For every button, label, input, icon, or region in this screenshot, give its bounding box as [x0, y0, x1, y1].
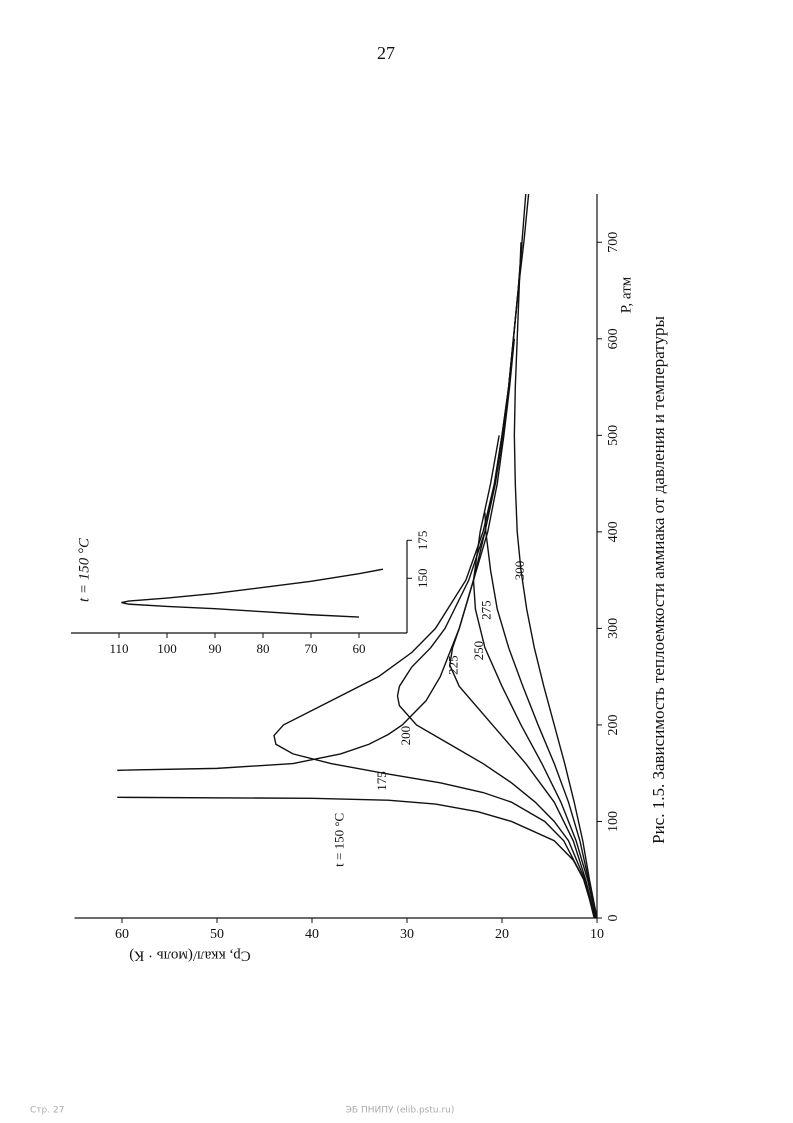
curve-label: 275: [479, 600, 494, 620]
y-tick-label: 40: [305, 927, 319, 942]
footer-left: Стр. 27: [30, 1106, 64, 1116]
y-tick-label: 80: [257, 641, 270, 656]
y-tick-label: 100: [157, 641, 177, 656]
figure-caption: Рис. 1.5. Зависимость теплоемкости аммиа…: [649, 316, 668, 844]
curve-label: 200: [398, 726, 413, 746]
y-tick-label: 60: [353, 641, 366, 656]
chart: 0 100 200 300 400 500 600 700 10 20 30 40 50 60 Рис. 1…: [74, 193, 668, 964]
curve: [117, 796, 595, 919]
y-tick-label: 110: [109, 641, 128, 656]
curve: [449, 338, 596, 919]
x-tick-label: 150: [415, 569, 430, 589]
y-tick-label: 20: [495, 927, 509, 942]
curve: [484, 512, 597, 919]
page-number: 27: [377, 43, 395, 63]
curve: [513, 242, 598, 919]
curve-label: t = 150 °C: [331, 813, 346, 867]
x-axis-label: P, атм: [618, 276, 634, 313]
y-tick-label: 90: [209, 641, 222, 656]
curve: [117, 193, 527, 771]
chart: 150 175 60 70 80 90 100 110 t = 150 °C: [71, 531, 430, 656]
curve-label: 175: [374, 771, 389, 791]
curve: [273, 193, 596, 919]
y-tick-label: 50: [210, 927, 224, 942]
curve: [396, 242, 596, 919]
y-tick-label: 10: [590, 927, 604, 942]
curve: [121, 568, 384, 618]
y-axis-label: Cp, ккал/(моль · К): [129, 948, 250, 964]
x-tick-label: 700: [606, 232, 621, 253]
x-tick-label: 175: [415, 531, 430, 551]
curve-label: 225: [445, 655, 460, 675]
x-tick-label: 200: [606, 714, 621, 735]
x-tick-label: 600: [606, 328, 621, 349]
footer-center: ЭБ ПНИПУ (elib.pstu.ru): [346, 1106, 455, 1116]
y-tick-label: 30: [400, 927, 414, 942]
x-tick-label: 400: [606, 521, 621, 542]
x-tick-label: 500: [606, 425, 621, 446]
curve: [472, 435, 597, 919]
y-tick-label: 60: [115, 927, 129, 942]
x-tick-label: 100: [606, 811, 621, 832]
inset-title: t = 150 °C: [76, 537, 92, 602]
x-tick-label: 300: [606, 618, 621, 639]
y-tick-label: 70: [305, 641, 318, 656]
x-tick-label: 0: [606, 915, 621, 922]
curve-label: 250: [471, 641, 486, 661]
curve-label: 300: [512, 561, 527, 581]
